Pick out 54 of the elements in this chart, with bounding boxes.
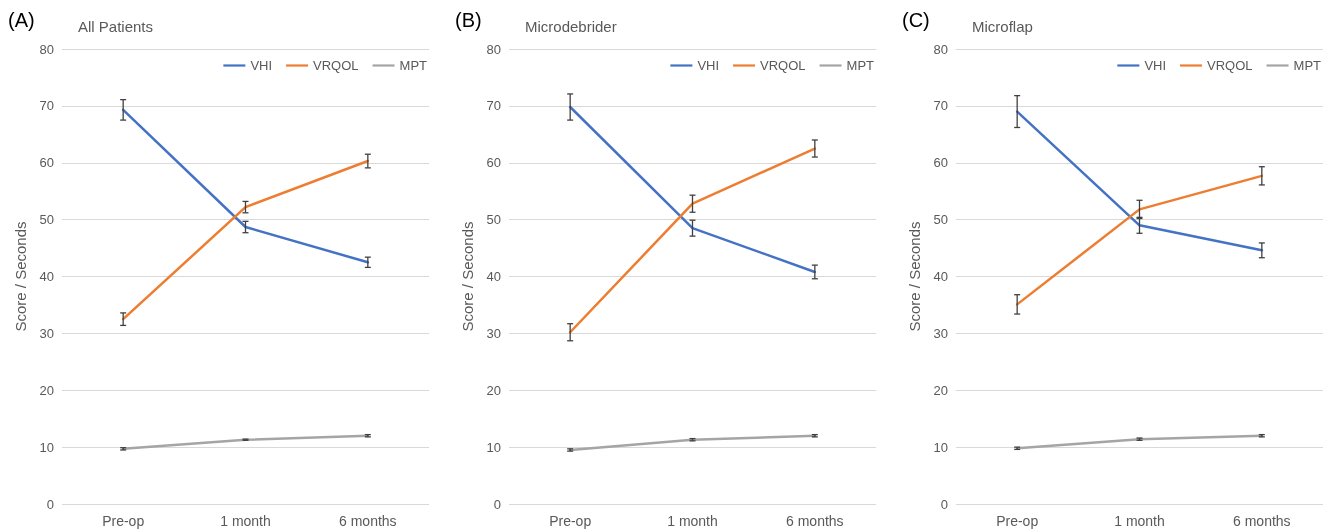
y-tick-label: 0 [493,496,501,512]
y-tick-label: 30 [39,325,54,341]
text: (B) [455,9,482,31]
y-tick-label: 10 [933,439,948,455]
x-tick-label: 1 month [220,513,271,529]
legend-label: MPT [846,58,875,73]
x-tick-label: 1 month [667,513,718,529]
y-tick-label: 60 [39,155,54,171]
legend-label: VHI [1144,58,1167,73]
y-tick-label: 50 [933,212,948,228]
chart-title: Microdebrider [525,18,617,35]
y-tick-label: 60 [486,155,501,171]
x-tick-label: 6 months [786,513,844,529]
y-tick-label: 80 [39,41,54,57]
y-tick-label: 10 [39,439,54,455]
y-tick-label: 70 [486,98,501,114]
y-tick-label: 20 [39,382,54,398]
y-tick-label: 20 [486,382,501,398]
y-tick-label: 60 [933,155,948,171]
x-tick-label: Pre-op [102,513,145,529]
y-axis-title: Score / Seconds [906,221,923,332]
legend-label: VRQOL [1207,58,1253,73]
legend-label: VHI [250,58,273,73]
y-tick-label: 50 [486,212,501,228]
y-tick-label: 30 [486,325,501,341]
y-tick-label: 70 [39,98,54,114]
legend-label: VHI [697,58,720,73]
legend-label: MPT [399,58,428,73]
y-axis-title: Score / Seconds [12,221,29,332]
y-tick-label: 0 [940,496,948,512]
y-tick-label: 40 [486,269,501,284]
y-tick-label: 40 [39,269,54,284]
x-tick-label: 6 months [1233,513,1291,529]
legend-label: VRQOL [760,58,806,73]
y-tick-label: 0 [46,496,54,512]
text: (C) [902,9,930,31]
x-tick-label: 1 month [1114,513,1165,529]
legend-label: VRQOL [313,58,359,73]
x-tick-label: Pre-op [549,513,592,529]
chart-title: All Patients [78,18,154,35]
legend-label: MPT [1293,58,1322,73]
text: (A) [8,9,35,31]
x-tick-label: 6 months [339,513,397,529]
y-tick-label: 70 [933,98,948,114]
y-axis-title: Score / Seconds [459,221,476,332]
y-tick-label: 20 [933,382,948,398]
y-tick-label: 40 [933,269,948,284]
chart-title: Microflap [972,18,1033,35]
y-tick-label: 30 [933,325,948,341]
x-tick-label: Pre-op [996,513,1039,529]
y-tick-label: 80 [486,41,501,57]
y-tick-label: 50 [39,212,54,228]
y-tick-label: 80 [933,41,948,57]
y-tick-label: 10 [486,439,501,455]
